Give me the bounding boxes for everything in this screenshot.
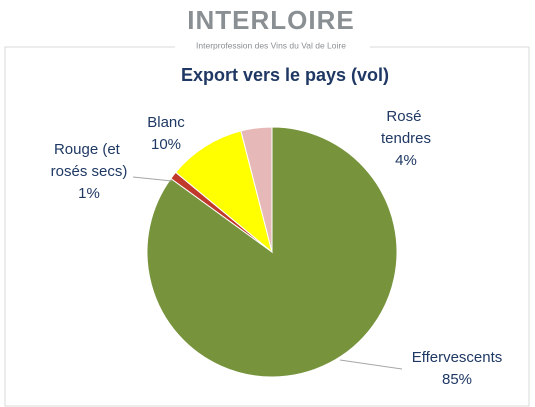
- value-label: 10%: [151, 136, 181, 153]
- leader-line: [339, 359, 403, 370]
- value-label: 1%: [78, 185, 100, 202]
- value-label: 4%: [395, 152, 417, 169]
- category-label: Rosé tendres: [381, 108, 431, 147]
- leader-line: [132, 176, 173, 182]
- category-label: Effervescents: [412, 349, 503, 366]
- logo: INTERLOIRE: [187, 5, 354, 35]
- logo-tagline: Interprofession des Vins du Val de Loire: [196, 40, 346, 50]
- category-label: Rouge (et rosés secs): [51, 141, 128, 180]
- category-label: Blanc: [147, 114, 185, 131]
- pie-slice: [240, 126, 273, 253]
- logo-backdrop: [175, 40, 370, 54]
- chart-title: Export vers le pays (vol): [181, 65, 389, 85]
- value-label: 85%: [442, 371, 472, 388]
- pie-slice: [174, 130, 273, 254]
